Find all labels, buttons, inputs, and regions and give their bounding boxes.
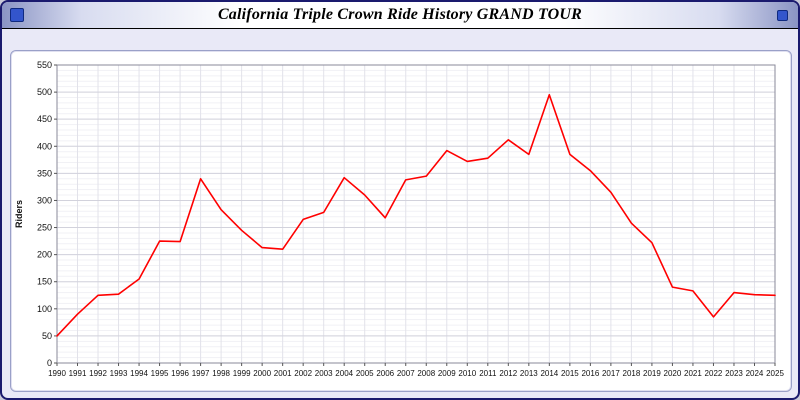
- x-tick-label: 2022: [705, 369, 723, 378]
- x-tick-label: 1992: [89, 369, 107, 378]
- x-tick-label: 2007: [397, 369, 415, 378]
- x-tick-label: 2001: [274, 369, 292, 378]
- y-tick-label: 250: [37, 223, 52, 233]
- y-tick-label: 200: [37, 250, 52, 260]
- y-axis-label: Riders: [14, 200, 24, 228]
- x-tick-label: 2009: [438, 369, 456, 378]
- x-tick-label: 2014: [540, 369, 558, 378]
- window-icon: [10, 8, 24, 22]
- y-tick-label: 500: [37, 87, 52, 97]
- x-tick-label: 2002: [294, 369, 312, 378]
- y-tick-label: 0: [47, 358, 52, 368]
- x-tick-label: 2021: [684, 369, 702, 378]
- x-tick-label: 2025: [766, 369, 784, 378]
- x-tick-label: 2023: [725, 369, 743, 378]
- x-tick-label: 2013: [520, 369, 538, 378]
- x-tick-label: 1995: [151, 369, 169, 378]
- x-tick-label: 2003: [315, 369, 333, 378]
- x-tick-label: 2019: [643, 369, 661, 378]
- x-tick-label: 1993: [110, 369, 128, 378]
- x-tick-label: 1990: [48, 369, 66, 378]
- x-tick-label: 2016: [581, 369, 599, 378]
- x-tick-label: 2011: [479, 369, 497, 378]
- y-tick-label: 100: [37, 304, 52, 314]
- x-tick-label: 2010: [458, 369, 476, 378]
- x-tick-label: 2017: [602, 369, 620, 378]
- x-tick-label: 2012: [499, 369, 517, 378]
- y-tick-label: 450: [37, 114, 52, 124]
- x-tick-label: 2020: [664, 369, 682, 378]
- y-tick-label: 400: [37, 141, 52, 151]
- x-tick-label: 2015: [561, 369, 579, 378]
- x-tick-label: 2006: [376, 369, 394, 378]
- x-tick-label: 2008: [417, 369, 435, 378]
- y-tick-label: 50: [42, 331, 52, 341]
- x-tick-label: 2004: [335, 369, 353, 378]
- page-title: California Triple Crown Ride History GRA…: [217, 6, 583, 23]
- x-tick-label: 1996: [171, 369, 189, 378]
- x-tick-label: 1997: [192, 369, 210, 378]
- x-tick-label: 1999: [233, 369, 251, 378]
- title-bar: California Triple Crown Ride History GRA…: [2, 2, 798, 29]
- riders-series-line: [56, 93, 776, 337]
- y-tick-label: 150: [37, 277, 52, 287]
- x-tick-label: 2000: [253, 369, 271, 378]
- x-tick-label: 1998: [212, 369, 230, 378]
- y-tick-label: 350: [37, 168, 52, 178]
- y-tick-label: 300: [37, 195, 52, 205]
- x-tick-label: 2024: [746, 369, 764, 378]
- plot-border: [56, 64, 776, 364]
- x-tick-label: 1994: [130, 369, 148, 378]
- x-tick-label: 2005: [356, 369, 374, 378]
- x-tick-label: 1991: [69, 369, 87, 378]
- plot-area: [57, 65, 775, 363]
- y-tick-label: 550: [37, 60, 52, 70]
- x-tick-label: 2018: [623, 369, 641, 378]
- window-control-icon[interactable]: [777, 10, 788, 21]
- chart-panel: 0 50 100 150 200 250 300 350 400 450 500 550 1990 199…: [10, 50, 792, 392]
